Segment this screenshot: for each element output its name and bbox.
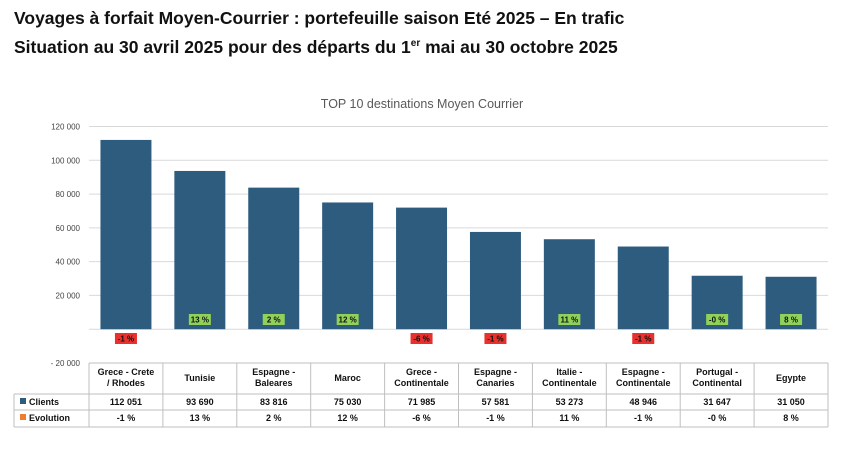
y-tick-label: 60 000 — [56, 224, 81, 233]
category-label: Continentale — [394, 378, 449, 388]
table-cell-evolution: -1 % — [117, 413, 136, 423]
category-label: Continentale — [616, 378, 671, 388]
category-label: / Rhodes — [107, 378, 145, 388]
evolution-badge — [114, 333, 137, 344]
subtitle-superscript: er — [410, 38, 421, 50]
y-tick-label: 80 000 — [56, 190, 81, 199]
y-tick-label: 120 000 — [51, 123, 80, 132]
bar — [469, 231, 521, 330]
bar — [617, 246, 669, 330]
category-label: Baleares — [255, 378, 293, 388]
evolution-badge — [484, 333, 507, 344]
category-label: Egypte — [776, 373, 806, 383]
category-label: Continental — [692, 378, 742, 388]
evolution-badge-label: 2 % — [267, 316, 281, 325]
evolution-badge — [632, 333, 655, 344]
category-label: Espagne - — [252, 367, 295, 377]
row-header-evolution: Evolution — [29, 413, 70, 423]
evolution-badge-label: 11 % — [560, 316, 578, 325]
y-tick-label: 20 000 — [56, 291, 81, 300]
table-cell-evolution: 13 % — [190, 413, 211, 423]
table-cell-clients: 71 985 — [408, 397, 436, 407]
row-header-clients: Clients — [29, 397, 59, 407]
table-cell-clients: 112 051 — [110, 397, 142, 407]
evolution-badge — [780, 314, 803, 325]
category-label: Grece - Crete — [98, 367, 155, 377]
evolution-badge — [336, 314, 359, 325]
evolution-badge — [558, 314, 581, 325]
page-subtitle: Situation au 30 avril 2025 pour des dépa… — [14, 37, 618, 58]
table-cell-evolution: 11 % — [559, 413, 579, 423]
table-cell-clients: 83 816 — [260, 397, 288, 407]
y-tick-label: 40 000 — [56, 258, 81, 267]
evolution-badge — [262, 314, 285, 325]
category-label: Portugal - — [696, 367, 738, 377]
evolution-badge — [410, 333, 433, 344]
category-label: Italie - — [556, 367, 582, 377]
evolution-badge — [706, 314, 729, 325]
table-cell-evolution: -6 % — [412, 413, 431, 423]
category-label: Tunisie — [184, 373, 215, 383]
chart-title: TOP 10 destinations Moyen Courrier — [321, 97, 523, 111]
evolution-badge-label: -1 % — [118, 335, 134, 344]
bar — [396, 207, 448, 330]
table-cell-clients: 53 273 — [556, 397, 584, 407]
bar — [248, 187, 300, 330]
category-label: Espagne - — [622, 367, 665, 377]
evolution-badge-label: -0 % — [709, 316, 725, 325]
subtitle-part-a: Situation au 30 avril 2025 pour des dépa… — [14, 37, 411, 57]
evolution-badge-label: 13 % — [191, 316, 209, 325]
table-cell-evolution: -0 % — [708, 413, 727, 423]
evolution-badge-label: -1 % — [635, 335, 651, 344]
category-label: Canaries — [476, 378, 514, 388]
bar — [100, 139, 152, 330]
table-cell-evolution: -1 % — [634, 413, 653, 423]
evolution-badge-label: 12 % — [339, 316, 357, 325]
table-cell-clients: 57 581 — [482, 397, 510, 407]
subtitle-part-b: mai au 30 octobre 2025 — [420, 37, 618, 57]
bar — [322, 202, 374, 330]
table-cell-clients: 31 647 — [703, 397, 731, 407]
evolution-badge-label: 8 % — [784, 316, 798, 325]
y-tick-label: 100 000 — [51, 156, 80, 165]
table-cell-evolution: 12 % — [337, 413, 358, 423]
evolution-badge-label: -1 % — [487, 335, 503, 344]
evolution-badge — [188, 314, 211, 325]
category-label: Grece - — [406, 367, 437, 377]
legend-key-clients — [20, 398, 26, 404]
legend-key-evolution — [20, 414, 26, 420]
category-label: Maroc — [334, 373, 361, 383]
category-label: Espagne - — [474, 367, 517, 377]
table-cell-evolution: 8 % — [783, 413, 799, 423]
y-tick-label: - 20 000 — [51, 359, 81, 368]
category-label: Continentale — [542, 378, 597, 388]
evolution-badge-label: -6 % — [413, 335, 429, 344]
table-cell-evolution: 2 % — [266, 413, 282, 423]
table-cell-clients: 75 030 — [334, 397, 362, 407]
table-cell-clients: 93 690 — [186, 397, 214, 407]
bar — [174, 170, 226, 330]
table-cell-evolution: -1 % — [486, 413, 505, 423]
table-cell-clients: 31 050 — [777, 397, 805, 407]
page-title: Voyages à forfait Moyen-Courrier : porte… — [14, 8, 625, 28]
table-cell-clients: 48 946 — [629, 397, 657, 407]
